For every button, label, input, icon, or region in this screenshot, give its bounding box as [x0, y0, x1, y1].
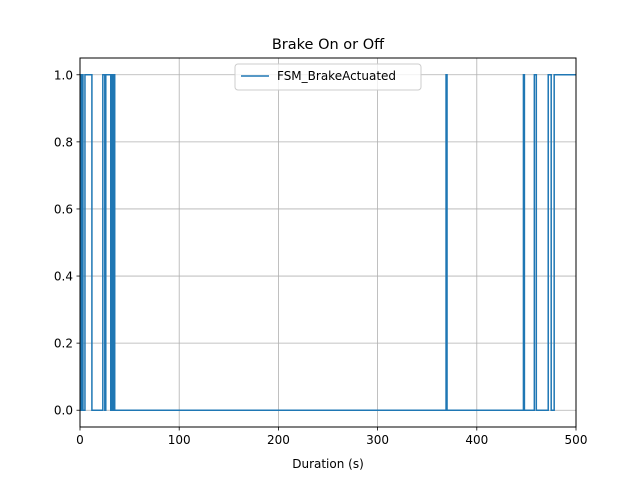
legend: FSM_BrakeActuated — [234, 63, 422, 91]
y-tick-label: 0.0 — [54, 404, 73, 418]
x-tick-label: 300 — [366, 433, 389, 447]
x-tick-label: 100 — [168, 433, 191, 447]
ticks: 0 100 200 300 400 500 0.0 0.2 0.4 0.6 0.8 1.0 — [54, 68, 588, 447]
grid — [79, 58, 577, 427]
x-tick-label: 0 — [76, 433, 84, 447]
y-tick-label: 0.6 — [54, 202, 73, 216]
chart-title: Brake On or Off — [272, 37, 385, 53]
y-tick-label: 1.0 — [54, 68, 73, 82]
y-tick-label: 0.8 — [54, 135, 73, 149]
x-tick-label: 200 — [267, 433, 290, 447]
series-line — [80, 74, 576, 411]
x-axis-label: Duration (s) — [292, 457, 364, 471]
y-tick-label: 0.4 — [54, 270, 73, 284]
legend-box — [234, 63, 422, 91]
x-tick-label: 500 — [565, 433, 588, 447]
plot-frame — [79, 57, 577, 428]
series-layer — [80, 74, 576, 411]
legend-label: FSM_BrakeActuated — [277, 69, 396, 83]
x-tick-label: 400 — [465, 433, 488, 447]
y-tick-label: 0.2 — [54, 337, 73, 351]
